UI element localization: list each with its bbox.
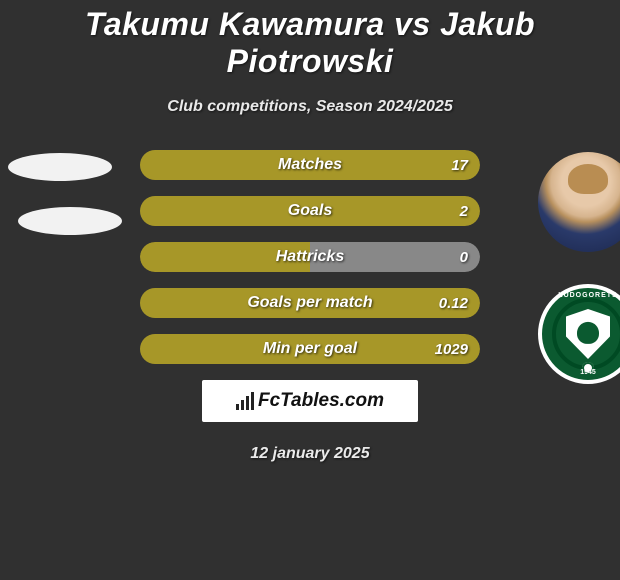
stat-label: Min per goal bbox=[140, 334, 480, 364]
stat-row: Min per goal1029 bbox=[140, 334, 480, 364]
player-left-photo bbox=[8, 153, 112, 181]
page-title: Takumu Kawamura vs Jakub Piotrowski bbox=[0, 0, 620, 80]
player-right-photo bbox=[538, 152, 620, 252]
stat-label: Hattricks bbox=[140, 242, 480, 272]
stat-value-right: 0.12 bbox=[439, 288, 468, 318]
stat-row: Matches17 bbox=[140, 150, 480, 180]
site-badge: FcTables.com bbox=[202, 380, 418, 422]
player-right-crest: LUDOGORETS 1945 bbox=[538, 284, 620, 384]
stat-row: Hattricks0 bbox=[140, 242, 480, 272]
site-name: FcTables.com bbox=[258, 390, 384, 412]
stat-label: Goals per match bbox=[140, 288, 480, 318]
stat-label: Matches bbox=[140, 150, 480, 180]
page-subtitle: Club competitions, Season 2024/2025 bbox=[0, 98, 620, 116]
player-left-crest bbox=[18, 207, 122, 235]
stat-value-right: 2 bbox=[460, 196, 468, 226]
stat-label: Goals bbox=[140, 196, 480, 226]
stat-value-right: 17 bbox=[451, 150, 468, 180]
stat-value-right: 1029 bbox=[435, 334, 468, 364]
stat-row: Goals2 bbox=[140, 196, 480, 226]
comparison-area: LUDOGORETS 1945 Matches17 Goals2 Hattricks… bbox=[0, 146, 620, 388]
date-text: 12 january 2025 bbox=[0, 445, 620, 463]
crest-year: 1945 bbox=[542, 369, 620, 376]
stat-rows: Matches17 Goals2 Hattricks0 Goals per match… bbox=[140, 150, 480, 380]
bars-icon bbox=[236, 392, 254, 410]
crest-top-text: LUDOGORETS bbox=[542, 292, 620, 299]
stat-row: Goals per match0.12 bbox=[140, 288, 480, 318]
stat-value-right: 0 bbox=[460, 242, 468, 272]
